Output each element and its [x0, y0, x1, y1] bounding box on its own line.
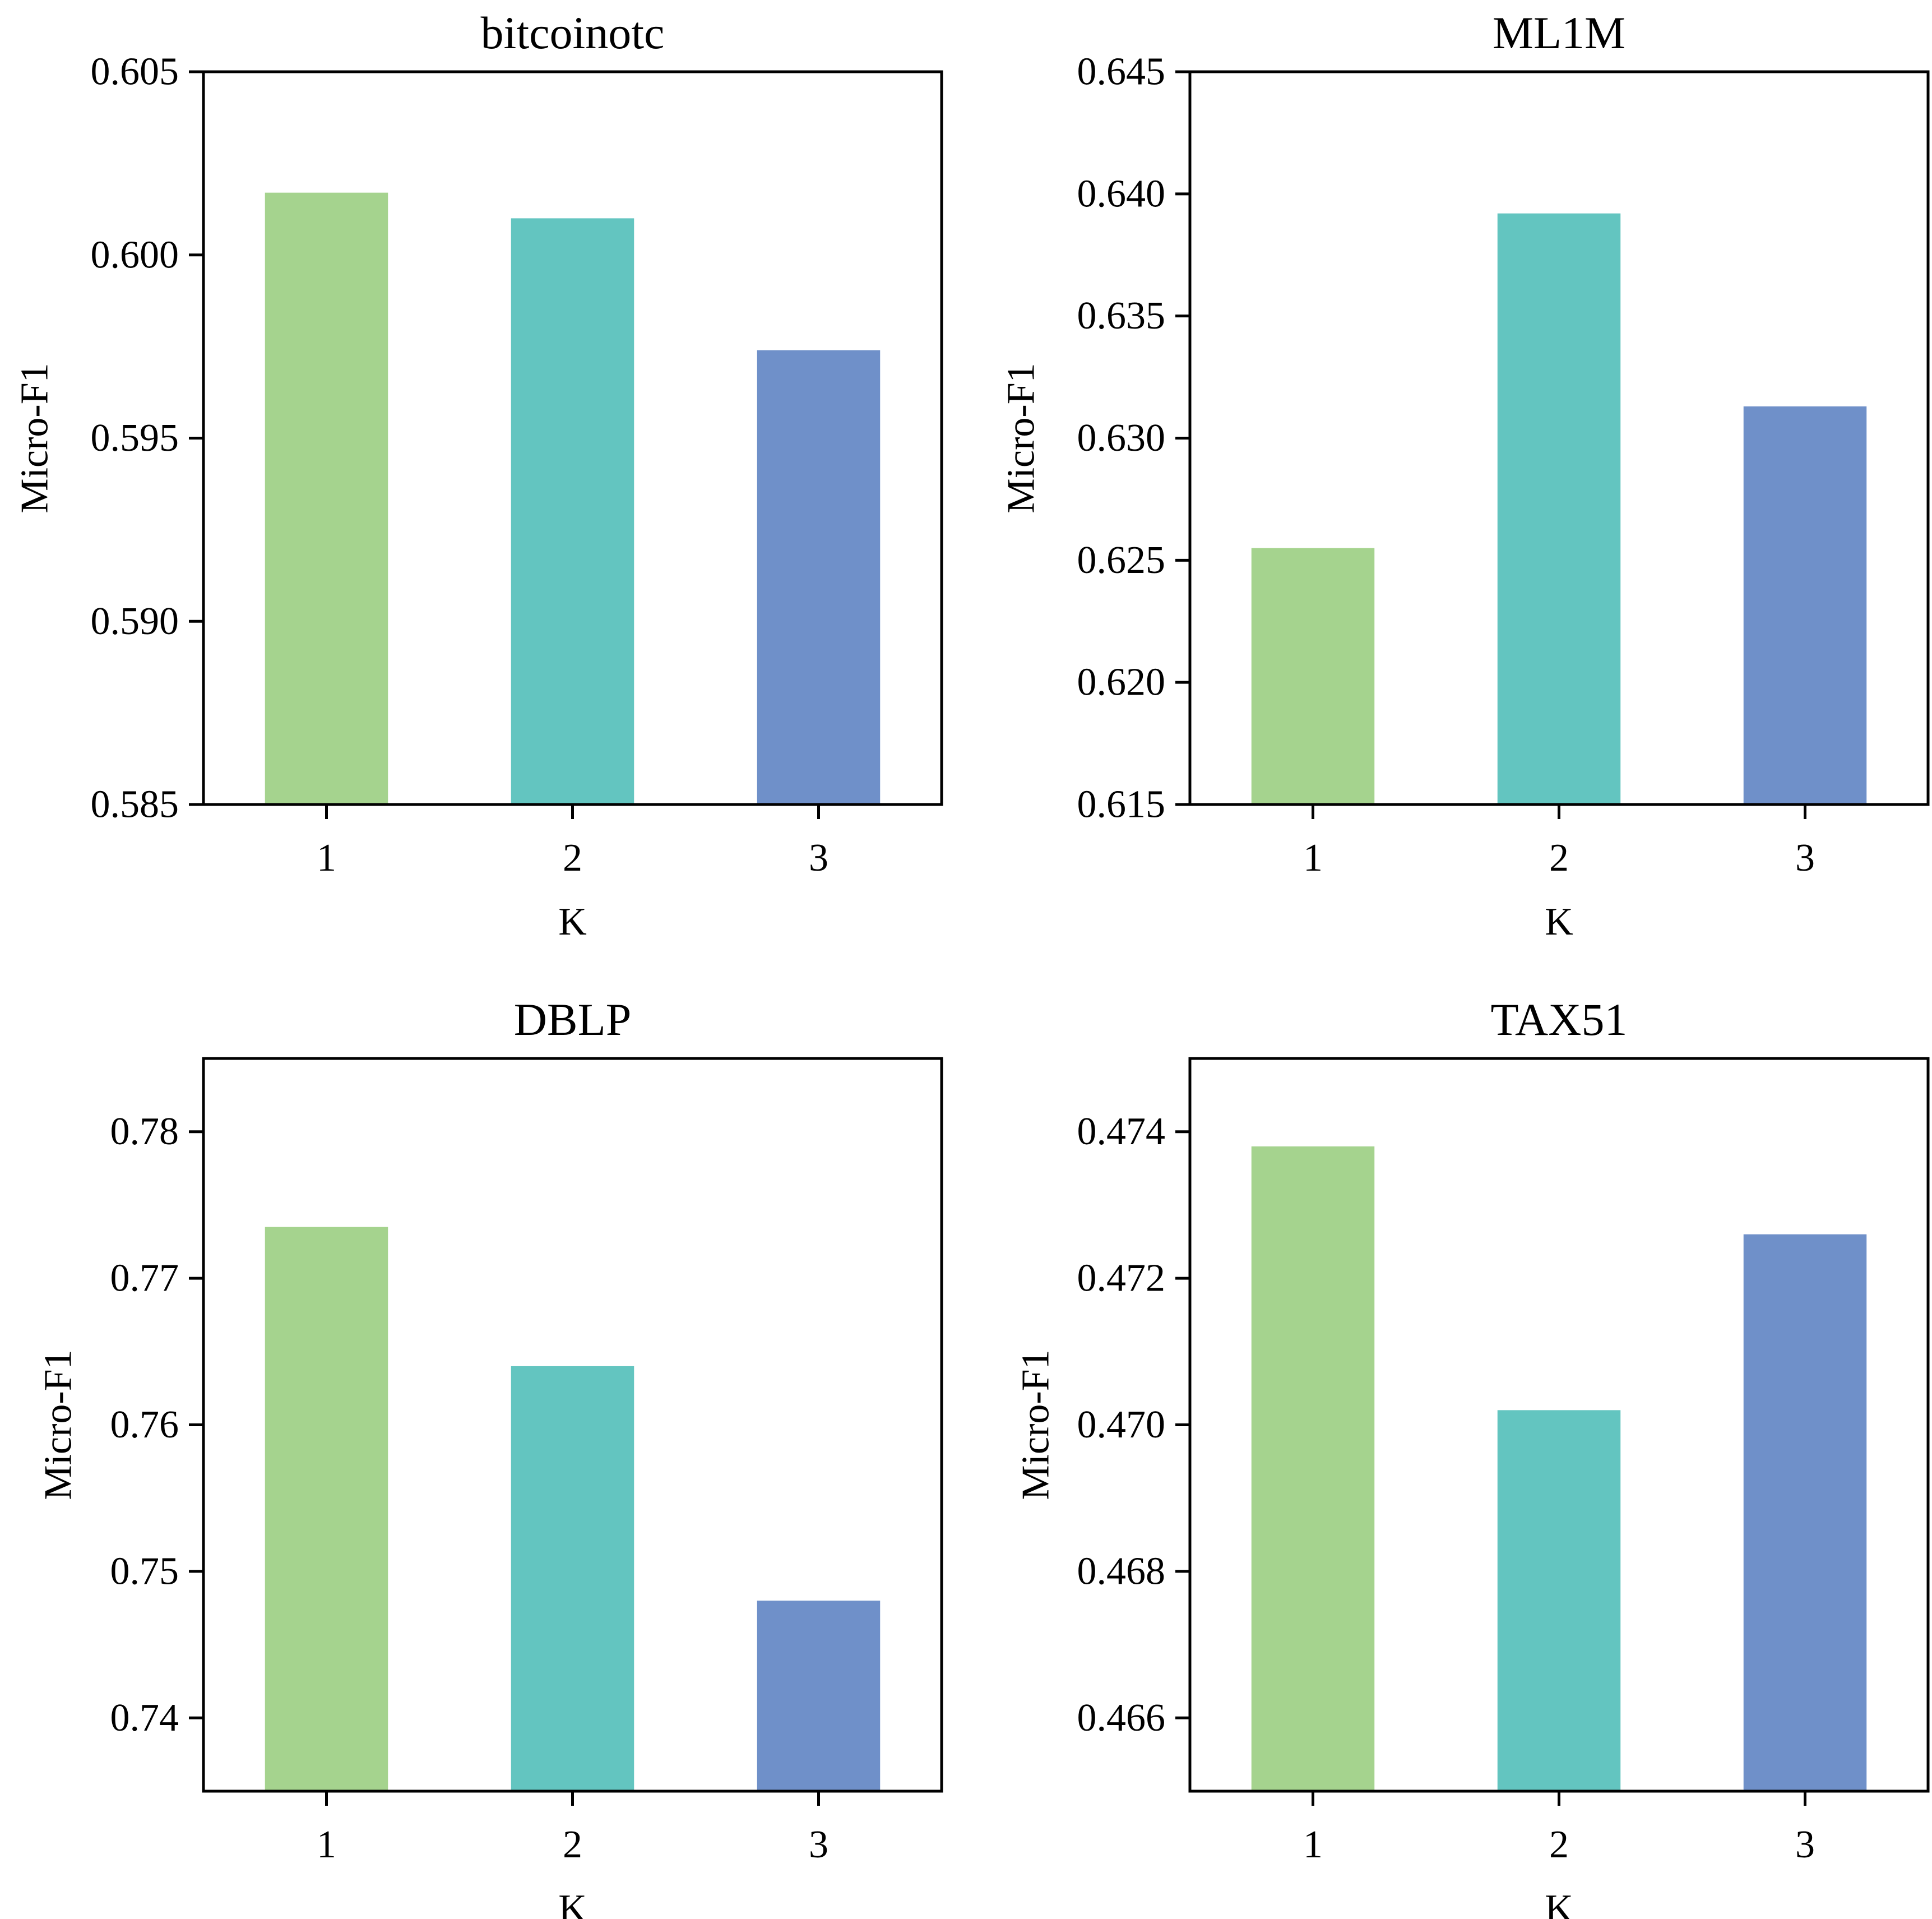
y-axis-label: Micro-F1 [37, 1349, 80, 1500]
y-tick-label: 0.78 [110, 1110, 179, 1153]
bar-k1 [265, 192, 388, 804]
bar-k2 [1497, 213, 1621, 805]
y-tick-label: 0.640 [1077, 172, 1166, 215]
x-tick-label: 3 [1795, 1823, 1815, 1866]
x-axis-label: K [1545, 900, 1573, 944]
y-tick-label: 0.75 [110, 1550, 179, 1593]
y-tick-label: 0.472 [1077, 1257, 1166, 1300]
y-tick-label: 0.615 [1077, 783, 1166, 826]
x-tick-label: 3 [1795, 836, 1815, 880]
y-tick-label: 0.585 [91, 783, 179, 826]
y-tick-label: 0.635 [1077, 294, 1166, 337]
y-tick-label: 0.466 [1077, 1696, 1166, 1740]
x-axis-label: K [558, 1887, 587, 1919]
x-tick-label: 3 [809, 836, 828, 880]
chart-panel-ml1m: 0.615 0.620 0.625 0.630 0.635 0.640 0.645 1 2 3 ML… [1000, 7, 1930, 944]
chart-panel-bitcoinotc: 0.585 0.590 0.595 0.600 0.605 1 2 3 bitcoinotc K M… [13, 7, 943, 944]
x-tick-label: 1 [317, 836, 336, 880]
bar-k1 [1251, 548, 1375, 804]
y-axis-label: Micro-F1 [1014, 1349, 1058, 1500]
y-tick-label: 0.630 [1077, 417, 1166, 460]
x-tick-label: 2 [563, 836, 582, 880]
bar-k2 [511, 1366, 634, 1791]
chart-title: TAX51 [1491, 994, 1628, 1045]
y-tick-label: 0.605 [91, 50, 179, 94]
bar-k3 [1743, 406, 1867, 804]
chart-panel-tax51: 0.466 0.468 0.470 0.472 0.474 1 2 3 TAX51 K Micro-… [1014, 994, 1930, 1919]
y-tick-label: 0.620 [1077, 661, 1166, 704]
y-axis-label: Micro-F1 [13, 363, 57, 513]
x-tick-label: 2 [1549, 1823, 1569, 1866]
y-tick-label: 0.474 [1077, 1110, 1166, 1153]
bar-k2 [511, 218, 634, 804]
y-axis-label: Micro-F1 [1000, 363, 1043, 513]
y-tick-label: 0.645 [1077, 50, 1166, 94]
x-tick-label: 2 [1549, 836, 1569, 880]
x-axis-label: K [1545, 1887, 1573, 1919]
y-tick-label: 0.590 [91, 600, 179, 643]
y-tick-label: 0.468 [1077, 1550, 1166, 1593]
chart-title: bitcoinotc [481, 7, 665, 58]
x-tick-label: 1 [1303, 836, 1323, 880]
x-tick-label: 1 [1303, 1823, 1323, 1866]
chart-title: ML1M [1493, 7, 1625, 58]
bar-k2 [1497, 1410, 1621, 1791]
bar-k3 [757, 1601, 881, 1791]
chart-title: DBLP [514, 994, 632, 1045]
bar-k3 [1743, 1234, 1867, 1791]
y-tick-label: 0.600 [91, 233, 179, 276]
x-tick-label: 2 [563, 1823, 582, 1866]
x-tick-label: 3 [809, 1823, 828, 1866]
y-tick-label: 0.625 [1077, 539, 1166, 582]
y-tick-label: 0.77 [110, 1257, 179, 1300]
y-tick-label: 0.74 [110, 1696, 179, 1740]
bar-k1 [265, 1227, 388, 1791]
y-tick-label: 0.595 [91, 417, 179, 460]
y-tick-label: 0.76 [110, 1403, 179, 1446]
x-tick-label: 1 [317, 1823, 336, 1866]
chart-panel-dblp: 0.74 0.75 0.76 0.77 0.78 1 2 3 DBLP K Micro-F1 [37, 994, 943, 1919]
bar-k3 [757, 350, 881, 804]
y-tick-label: 0.470 [1077, 1403, 1166, 1446]
x-axis-label: K [558, 900, 587, 944]
bar-k1 [1251, 1146, 1375, 1791]
